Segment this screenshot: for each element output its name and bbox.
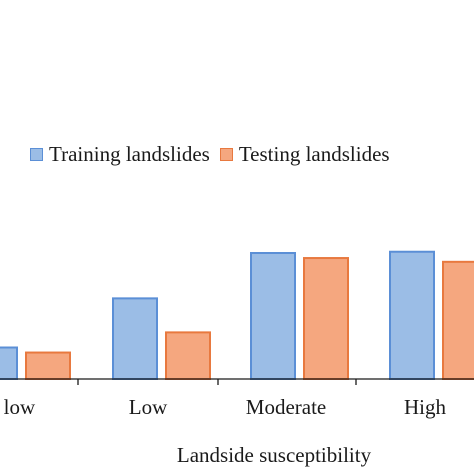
- legend-swatch-training: [30, 148, 43, 161]
- bar-training-moderate: [250, 252, 296, 380]
- x-axis-ticks: ry low Low Moderate High: [0, 379, 447, 419]
- bars-group: [0, 250, 474, 381]
- legend-label-testing: Testing landslides: [238, 142, 390, 166]
- bar-testing-low: [165, 331, 211, 381]
- legend-label-training: Training landslides: [49, 142, 210, 166]
- bar-testing-high: [442, 260, 474, 381]
- legend-item-training: Training landslides: [30, 142, 210, 167]
- bar-testing-moderate: [303, 257, 349, 381]
- legend-swatch-testing: [219, 148, 233, 161]
- x-tick-label-very-low: ry low: [0, 395, 36, 419]
- x-tick-label-moderate: Moderate: [246, 395, 326, 419]
- bar-training-very-low: [0, 346, 18, 380]
- x-axis-title: Landside susceptibility: [177, 443, 372, 467]
- bar-training-low: [112, 297, 158, 380]
- x-tick-label-low: Low: [129, 395, 168, 419]
- x-tick-label-high: High: [404, 395, 447, 419]
- bar-training-high: [389, 250, 435, 381]
- legend-item-testing: Testing landslides: [219, 142, 390, 167]
- bar-testing-very-low: [25, 351, 71, 381]
- legend: Training landslides Testing landslides: [30, 142, 400, 167]
